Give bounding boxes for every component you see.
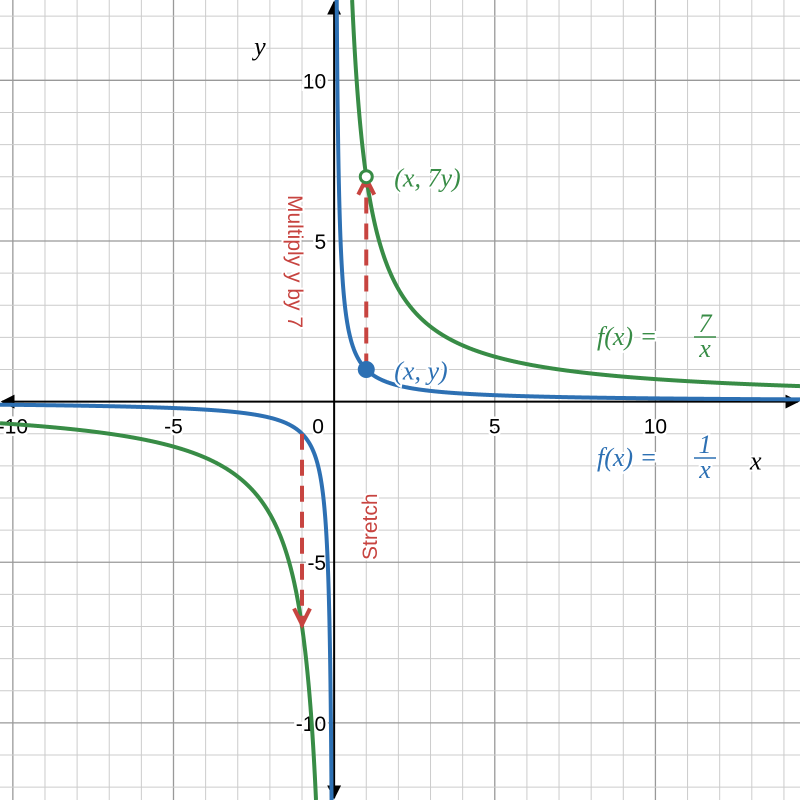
function-label-lhs: f(x) = (597, 443, 657, 472)
point-marker (357, 360, 375, 378)
point-marker (358, 169, 374, 185)
x-tick-label: -10 (0, 416, 28, 439)
y-tick-label: -5 (307, 552, 326, 575)
x-tick-label: 5 (489, 416, 501, 439)
x-tick-label: 10 (644, 416, 667, 439)
curve-stretched (0, 421, 318, 800)
function-label-numerator: 1 (699, 430, 712, 459)
point-label: (x, 7y) (394, 164, 460, 193)
multiply-annotation: Multiply y by 7 (283, 195, 306, 328)
point-label: (x, y) (394, 356, 447, 385)
curve-stretched (350, 0, 800, 389)
y-tick-label: 10 (303, 70, 326, 93)
y-axis-label: y (251, 32, 266, 61)
stretch-annotation: Stretch (359, 493, 382, 560)
stretch-arrow-head (292, 607, 312, 629)
x-axis-label: x (749, 447, 762, 476)
function-label-denominator: x (698, 455, 711, 484)
function-label-numerator: 7 (699, 309, 713, 338)
x-tick-label: -5 (164, 416, 183, 439)
curve-reciprocal (0, 402, 334, 800)
x-tick-label: 0 (312, 416, 324, 439)
curve-reciprocal (334, 0, 800, 402)
y-tick-label: 5 (314, 231, 326, 254)
function-label-denominator: x (698, 334, 711, 363)
function-label-lhs: f(x) = (597, 322, 657, 351)
